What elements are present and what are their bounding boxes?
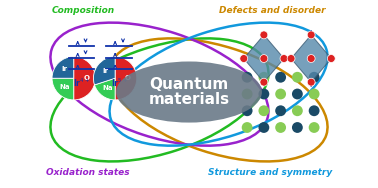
Text: Oxidation states: Oxidation states <box>46 168 130 177</box>
Circle shape <box>280 55 288 62</box>
Circle shape <box>292 105 303 116</box>
Circle shape <box>242 105 253 116</box>
Circle shape <box>307 55 315 62</box>
Circle shape <box>287 55 295 62</box>
Text: materials: materials <box>149 92 229 107</box>
Text: Ir$^{4+}$: Ir$^{4+}$ <box>73 76 90 89</box>
Text: Na: Na <box>60 84 70 90</box>
Circle shape <box>275 105 286 116</box>
Circle shape <box>309 105 319 116</box>
Text: O: O <box>83 75 89 81</box>
Circle shape <box>292 72 303 83</box>
Text: Ir$^{5+}$: Ir$^{5+}$ <box>110 76 128 89</box>
Circle shape <box>292 122 303 133</box>
Circle shape <box>275 122 286 133</box>
Text: Ir: Ir <box>102 68 108 74</box>
Circle shape <box>309 89 319 99</box>
Circle shape <box>309 122 319 133</box>
Wedge shape <box>115 57 137 100</box>
Polygon shape <box>291 35 331 82</box>
Circle shape <box>292 89 303 99</box>
Circle shape <box>327 55 335 62</box>
Circle shape <box>309 72 319 83</box>
Text: Na: Na <box>102 85 113 91</box>
Wedge shape <box>52 57 74 78</box>
Circle shape <box>260 31 268 39</box>
Circle shape <box>242 89 253 99</box>
Text: Composition: Composition <box>52 6 115 15</box>
Circle shape <box>260 55 268 62</box>
Circle shape <box>260 78 268 86</box>
Text: Defects and disorder: Defects and disorder <box>219 6 326 15</box>
Circle shape <box>259 122 269 133</box>
Circle shape <box>307 78 315 86</box>
Circle shape <box>240 55 248 62</box>
Wedge shape <box>94 78 115 100</box>
Circle shape <box>259 105 269 116</box>
Ellipse shape <box>116 61 262 123</box>
Text: Quantum: Quantum <box>149 77 229 92</box>
Circle shape <box>275 89 286 99</box>
Text: Structure and symmetry: Structure and symmetry <box>208 168 332 177</box>
Circle shape <box>275 72 286 83</box>
Wedge shape <box>52 78 74 100</box>
Text: Ir: Ir <box>62 66 68 72</box>
Circle shape <box>259 72 269 83</box>
Circle shape <box>242 72 253 83</box>
Circle shape <box>307 31 315 39</box>
Wedge shape <box>74 57 95 100</box>
Wedge shape <box>93 57 115 85</box>
Text: O: O <box>125 75 131 81</box>
Polygon shape <box>244 35 284 82</box>
Circle shape <box>242 122 253 133</box>
Circle shape <box>259 89 269 99</box>
